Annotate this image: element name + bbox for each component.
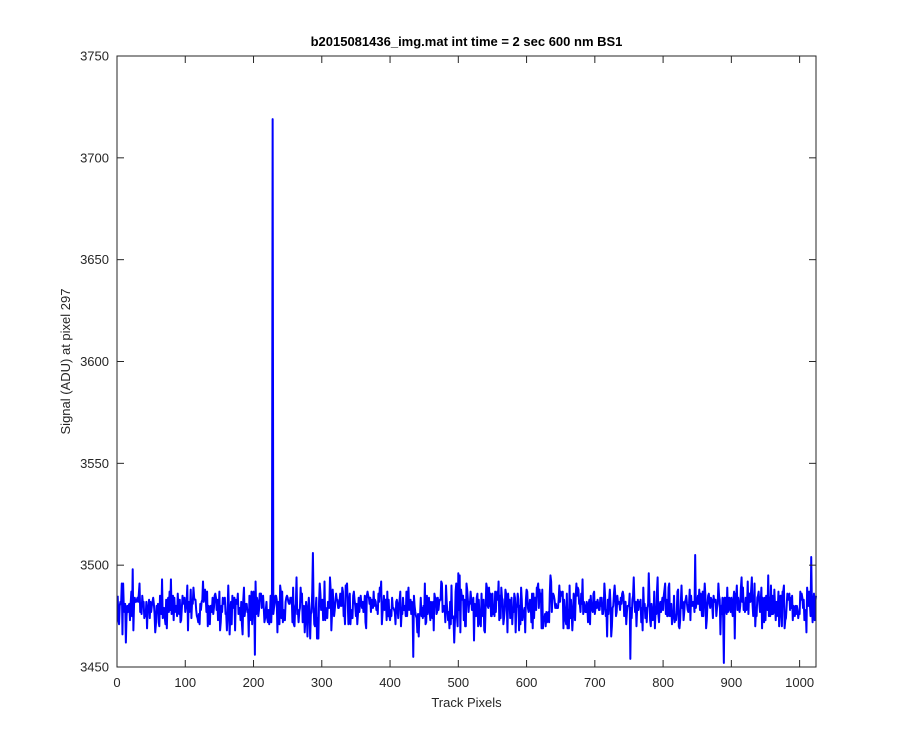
x-tick-label: 0 (113, 675, 120, 690)
y-tick-label: 3700 (80, 150, 109, 165)
chart-title: b2015081436_img.mat int time = 2 sec 600… (311, 34, 623, 49)
x-tick-label: 400 (379, 675, 401, 690)
x-tick-label: 500 (447, 675, 469, 690)
x-axis: 0 100 200 300 400 500 600 700 800 900 1000 (113, 56, 814, 690)
series-layer (116, 118, 817, 664)
x-tick-label: 600 (516, 675, 538, 690)
x-tick-label: 200 (243, 675, 265, 690)
x-tick-label: 100 (174, 675, 196, 690)
y-tick-label: 3500 (80, 558, 109, 573)
x-tick-label: 300 (311, 675, 333, 690)
y-axis: 3450 3500 3550 3600 3650 3700 3750 (80, 49, 816, 675)
x-tick-label: 800 (652, 675, 674, 690)
x-tick-label: 1000 (785, 675, 814, 690)
y-tick-label: 3650 (80, 252, 109, 267)
x-tick-label: 700 (584, 675, 606, 690)
y-tick-label: 3450 (80, 660, 109, 675)
x-tick-label: 900 (721, 675, 743, 690)
y-tick-label: 3750 (80, 49, 109, 64)
plot-area (117, 56, 816, 667)
y-tick-label: 3600 (80, 354, 109, 369)
series-line (116, 118, 817, 664)
x-axis-label: Track Pixels (431, 695, 502, 710)
y-tick-label: 3550 (80, 456, 109, 471)
y-axis-label: Signal (ADU) at pixel 297 (58, 289, 73, 435)
